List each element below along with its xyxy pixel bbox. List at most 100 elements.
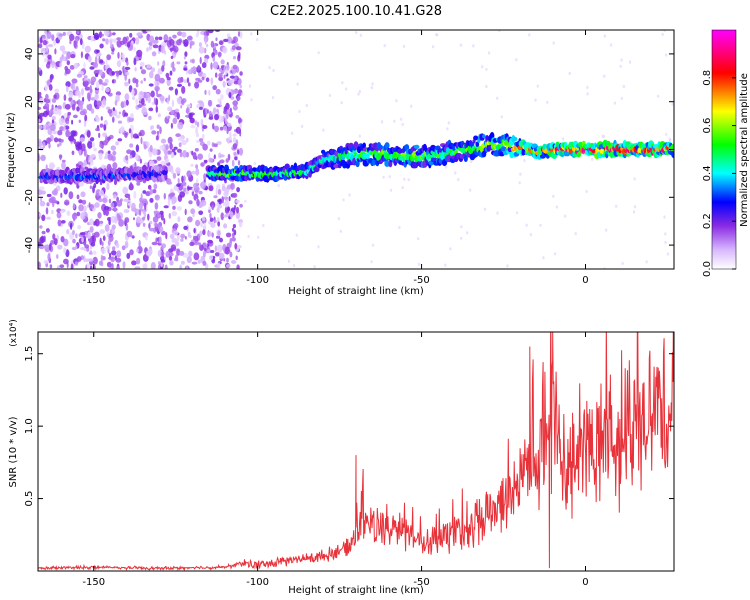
spectrogram-cell bbox=[357, 92, 360, 96]
spectrogram-cell bbox=[222, 46, 228, 54]
spectrogram-cell bbox=[156, 156, 162, 161]
spectrogram-cell bbox=[46, 216, 51, 220]
spectrogram-cell bbox=[110, 145, 117, 151]
spectrogram-cells bbox=[38, 30, 674, 269]
spectrogram-cell bbox=[187, 216, 193, 223]
spectrogram-cell bbox=[466, 231, 469, 235]
spectrogram-cell bbox=[47, 253, 51, 262]
spectrogram-cell bbox=[188, 112, 193, 120]
spectrogram-cell bbox=[172, 205, 176, 210]
spectrogram-cell bbox=[223, 196, 229, 200]
spectrogram-cell bbox=[68, 135, 75, 142]
spectrogram-cell bbox=[79, 100, 84, 106]
spectrogram-cell bbox=[500, 115, 503, 119]
spectrogram-cell bbox=[223, 258, 226, 262]
spectrogram-y-tick-label: -20 bbox=[24, 189, 35, 205]
spectrogram-cell bbox=[298, 109, 301, 114]
spectrogram-cell bbox=[300, 124, 304, 128]
spectrogram-cell bbox=[59, 126, 65, 132]
spectrogram-cell bbox=[417, 237, 420, 241]
spectrogram-cell bbox=[112, 32, 116, 36]
spectrogram-cell bbox=[171, 210, 178, 217]
spectrogram-cell bbox=[94, 202, 100, 208]
spectrogram-cell bbox=[231, 159, 235, 167]
spectrogram-cell bbox=[186, 256, 192, 264]
spectrogram-cell bbox=[101, 241, 104, 247]
spectrogram-cell bbox=[186, 35, 193, 41]
spectrogram-cell bbox=[231, 45, 236, 51]
spectrogram-cell bbox=[59, 45, 66, 52]
spectrogram-cell bbox=[446, 127, 449, 131]
spectrogram-cell bbox=[124, 209, 128, 213]
spectrogram-cell bbox=[118, 111, 122, 115]
snr-x-ticks: -150 -100 -50 0 bbox=[82, 332, 589, 588]
spectrogram-cell bbox=[603, 74, 606, 78]
spectrogram-cell bbox=[472, 139, 476, 144]
spectrogram-cell bbox=[41, 230, 46, 235]
spectrogram-cell bbox=[135, 98, 138, 106]
spectrogram-cell bbox=[213, 195, 218, 199]
spectrogram-cell bbox=[150, 125, 155, 130]
spectrogram-cell bbox=[94, 93, 100, 100]
spectrogram-cell bbox=[196, 198, 200, 207]
spectrogram-cell bbox=[362, 142, 367, 149]
spectrogram-cell bbox=[76, 106, 80, 112]
spectrogram-cell bbox=[69, 65, 75, 70]
spectrogram-cell bbox=[112, 162, 118, 170]
spectrogram-cell bbox=[151, 130, 157, 135]
spectrogram-cell bbox=[128, 128, 132, 134]
spectrogram-cell bbox=[155, 135, 159, 141]
spectrogram-cell bbox=[152, 44, 159, 49]
spectrogram-cell bbox=[157, 113, 161, 118]
spectrogram-cell bbox=[161, 243, 166, 249]
spectrogram-cell bbox=[140, 98, 145, 105]
spectrogram-cell bbox=[93, 32, 100, 40]
spectrogram-cell bbox=[632, 210, 636, 214]
spectrogram-cell bbox=[207, 239, 213, 244]
spectrogram-cell bbox=[209, 213, 212, 219]
spectrogram-cell bbox=[176, 97, 182, 103]
spectrogram-cell bbox=[46, 202, 50, 207]
spectrogram-cell bbox=[112, 116, 115, 123]
spectrogram-cell bbox=[164, 173, 168, 181]
spectrogram-cell bbox=[128, 78, 131, 85]
spectrogram-cell bbox=[237, 160, 241, 166]
spectrogram-cell bbox=[145, 141, 150, 147]
spectrogram-cell bbox=[94, 218, 100, 227]
spectrogram-cell bbox=[72, 238, 76, 244]
spectrogram-cell bbox=[154, 222, 158, 228]
spectrogram-cell bbox=[370, 86, 373, 90]
spectrogram-cell bbox=[232, 89, 239, 94]
spectrogram-cell bbox=[215, 72, 218, 78]
spectrogram-cell bbox=[220, 212, 225, 221]
spectrogram-cell bbox=[229, 75, 236, 79]
spectrogram-cell bbox=[215, 235, 221, 239]
spectrogram-cell bbox=[66, 120, 70, 125]
spectrogram-cell bbox=[525, 223, 528, 227]
spectrogram-cell bbox=[66, 60, 71, 66]
spectrogram-cell bbox=[59, 264, 65, 269]
spectrogram-cell bbox=[191, 58, 195, 64]
spectrogram-cell bbox=[180, 260, 185, 265]
spectrogram-cell bbox=[665, 132, 668, 136]
spectrogram-cell bbox=[181, 99, 185, 106]
spectrogram-cell bbox=[536, 84, 539, 88]
spectrogram-cell bbox=[66, 229, 70, 235]
spectrogram-cell bbox=[183, 187, 187, 192]
spectrogram-cell bbox=[208, 89, 211, 96]
colorbar-tick-label: 0.4 bbox=[702, 165, 713, 181]
spectrogram-cell bbox=[145, 191, 150, 196]
spectrogram-cell bbox=[202, 250, 206, 258]
spectrogram-cell bbox=[229, 107, 232, 113]
spectrogram-cell bbox=[217, 98, 221, 103]
spectrogram-cell bbox=[53, 238, 58, 246]
spectrogram-cell bbox=[138, 239, 141, 248]
spectrogram-cell bbox=[171, 148, 176, 153]
spectrogram-cell bbox=[223, 125, 228, 131]
spectrogram-cell bbox=[66, 85, 69, 93]
spectrogram-cell bbox=[46, 44, 49, 53]
spectrogram-cell bbox=[96, 49, 100, 53]
spectrogram-cell bbox=[222, 80, 226, 88]
spectrogram-cell bbox=[71, 212, 78, 220]
spectrogram-cell bbox=[72, 114, 78, 119]
